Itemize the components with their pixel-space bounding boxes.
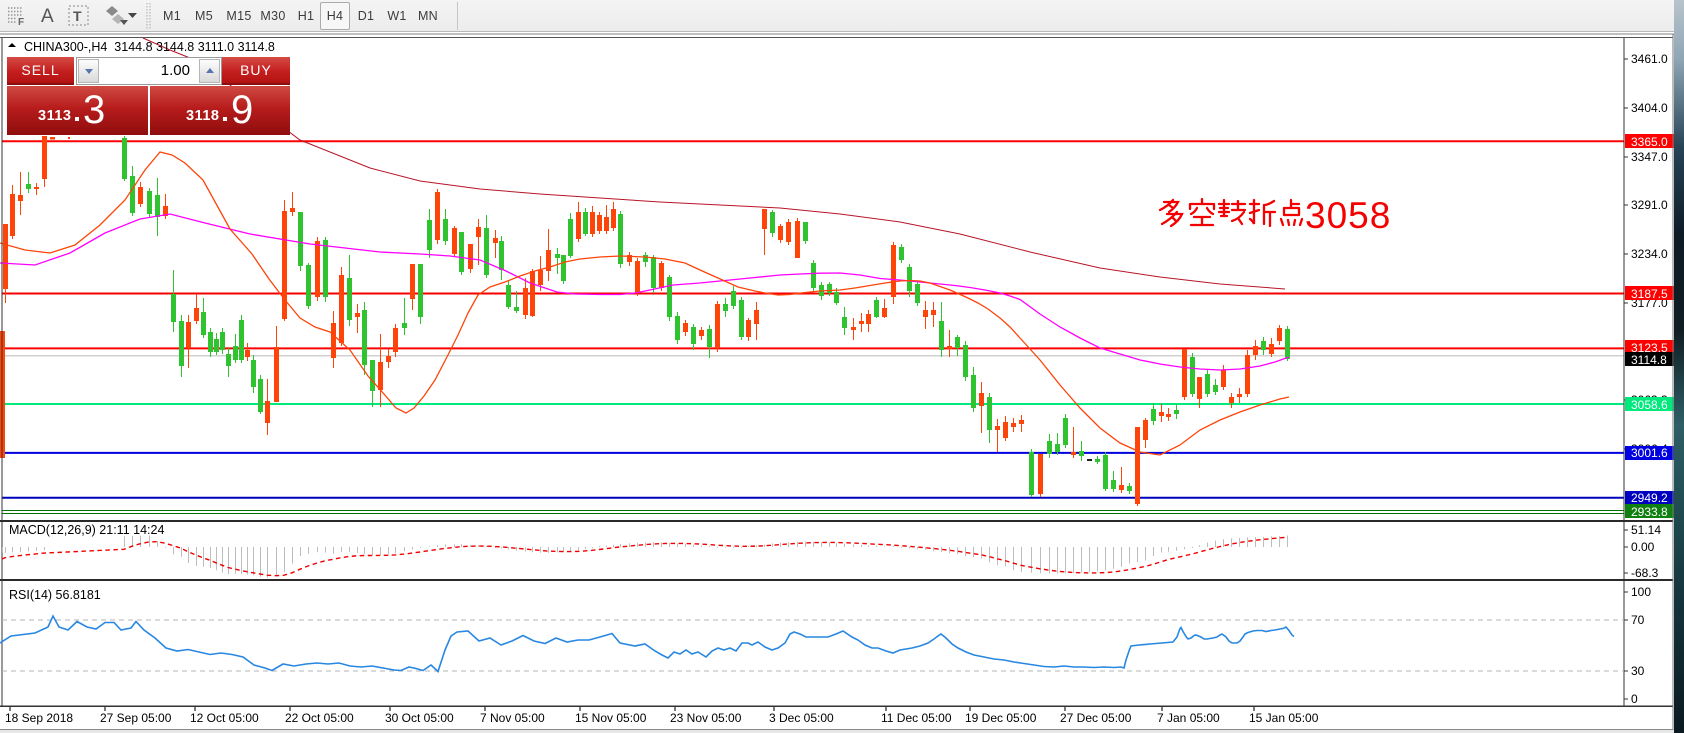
svg-text:MACD(12,26,9) 21:11 14:24: MACD(12,26,9) 21:11 14:24 (9, 523, 164, 537)
svg-text:3114.8: 3114.8 (1631, 353, 1667, 367)
svg-text:F: F (18, 17, 24, 28)
svg-text:3404.0: 3404.0 (1631, 101, 1668, 115)
svg-text:27 Dec 05:00: 27 Dec 05:00 (1060, 711, 1132, 725)
svg-text:0.00: 0.00 (1631, 540, 1655, 554)
svg-text:70: 70 (1631, 613, 1645, 627)
svg-text:A: A (41, 6, 54, 27)
svg-text:3001.6: 3001.6 (1631, 446, 1668, 460)
svg-text:T: T (73, 8, 82, 24)
svg-text:30: 30 (1631, 664, 1645, 678)
svg-text:3058: 3058 (1305, 195, 1391, 236)
svg-text:18 Sep 2018: 18 Sep 2018 (5, 711, 73, 725)
svg-text:30 Oct 05:00: 30 Oct 05:00 (385, 711, 454, 725)
svg-text:3365.0: 3365.0 (1631, 135, 1668, 149)
svg-text:3187.5: 3187.5 (1631, 287, 1668, 301)
svg-text:7 Nov 05:00: 7 Nov 05:00 (480, 711, 545, 725)
svg-text:22 Oct 05:00: 22 Oct 05:00 (285, 711, 354, 725)
svg-text:19 Dec 05:00: 19 Dec 05:00 (965, 711, 1037, 725)
svg-text:7 Jan 05:00: 7 Jan 05:00 (1157, 711, 1220, 725)
svg-text:3 Dec 05:00: 3 Dec 05:00 (769, 711, 834, 725)
svg-text:-68.3: -68.3 (1631, 566, 1659, 580)
svg-text:2933.8: 2933.8 (1631, 505, 1668, 519)
svg-text:3291.0: 3291.0 (1631, 198, 1668, 212)
svg-text:12 Oct 05:00: 12 Oct 05:00 (190, 711, 259, 725)
svg-text:3461.0: 3461.0 (1631, 52, 1668, 66)
svg-text:15 Jan 05:00: 15 Jan 05:00 (1249, 711, 1319, 725)
svg-text:3347.0: 3347.0 (1631, 150, 1668, 164)
svg-text:51.14: 51.14 (1631, 523, 1661, 537)
svg-text:2949.2: 2949.2 (1631, 491, 1668, 505)
svg-text:15 Nov 05:00: 15 Nov 05:00 (575, 711, 647, 725)
svg-text:RSI(14) 56.8181: RSI(14) 56.8181 (9, 588, 101, 602)
svg-text:3123.5: 3123.5 (1631, 341, 1668, 355)
svg-text:3058.6: 3058.6 (1631, 398, 1668, 412)
svg-text:100: 100 (1631, 585, 1651, 599)
svg-text:0: 0 (1631, 692, 1638, 706)
svg-text:23 Nov 05:00: 23 Nov 05:00 (670, 711, 742, 725)
svg-text:27 Sep 05:00: 27 Sep 05:00 (100, 711, 172, 725)
svg-text:3234.0: 3234.0 (1631, 247, 1668, 261)
svg-text:11 Dec 05:00: 11 Dec 05:00 (881, 711, 952, 725)
